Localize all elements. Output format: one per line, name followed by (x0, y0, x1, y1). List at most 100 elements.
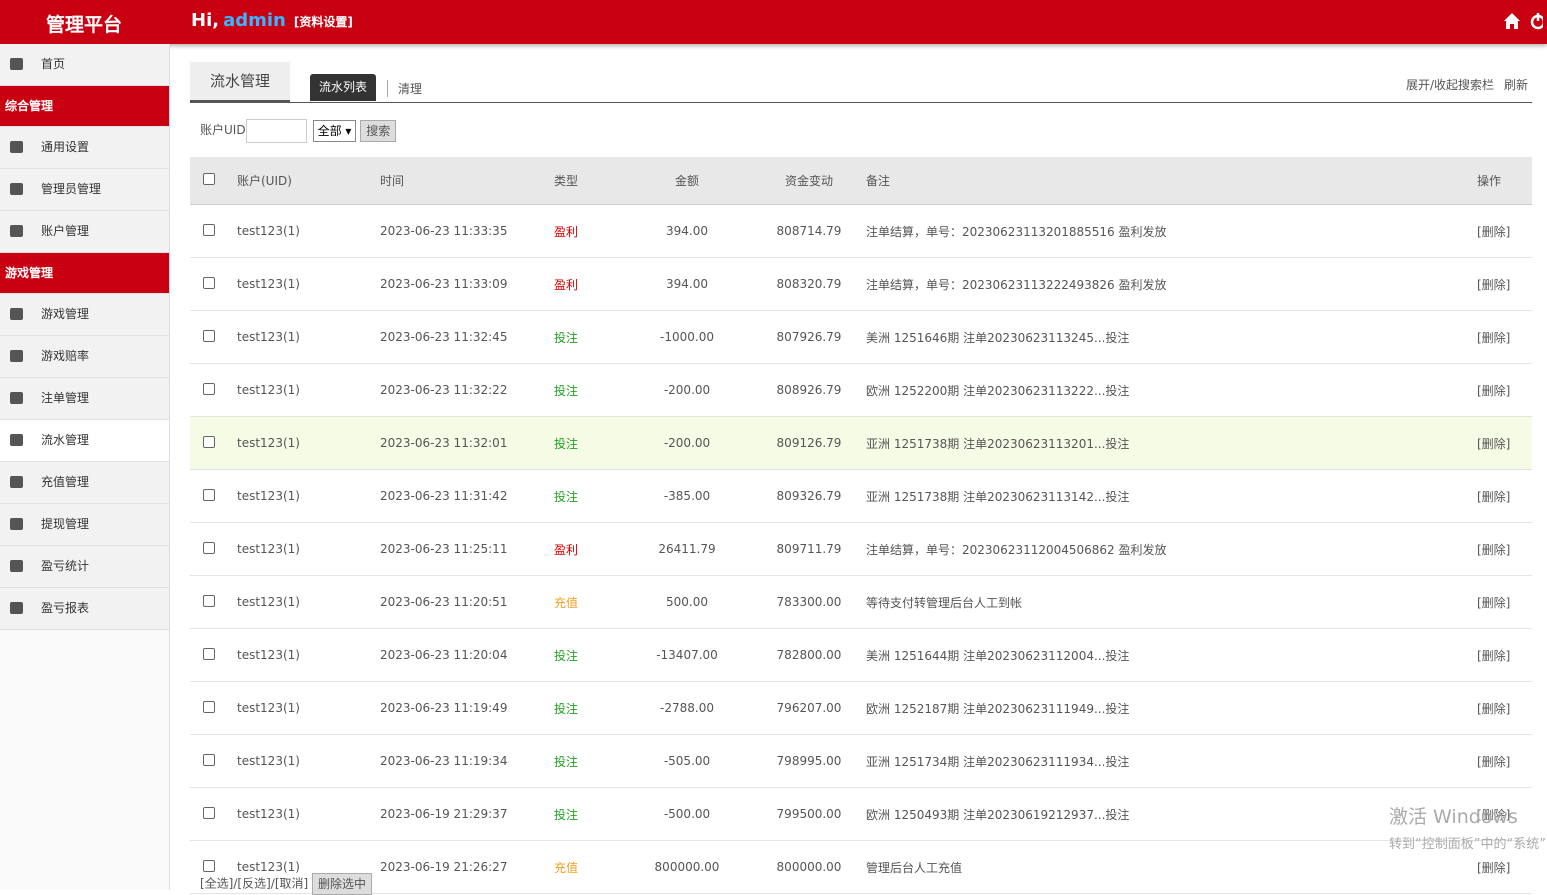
nav-item[interactable]: 充值管理 (0, 462, 169, 504)
cell-type: 充值 (511, 840, 612, 894)
cell-note: 注单结算，单号：20230623112004506862 盈利发放 (856, 522, 1467, 576)
cell-account: test123(1) (227, 363, 370, 417)
delete-selected[interactable]: 删除选中 (312, 873, 373, 895)
checkbox[interactable] (203, 329, 215, 342)
cell-action[interactable]: [删除] (1467, 204, 1532, 258)
ledger-table: 账户(UID) 时间 类型 金额 资金变动 备注 操作 test123(1) 2023-06-2… (190, 157, 1532, 894)
top-icons[interactable] (1503, 11, 1543, 31)
cell-action[interactable]: [删除] (1467, 257, 1532, 311)
cell-change: 799500.00 (753, 787, 856, 841)
checkbox[interactable] (203, 276, 215, 289)
select-links[interactable]: [全选]/[反选]/[取消] (200, 876, 309, 891)
search-button[interactable]: 搜索 (360, 119, 397, 142)
row-check (190, 416, 227, 470)
checkbox[interactable] (203, 700, 215, 713)
cell-action[interactable]: [删除] (1467, 522, 1532, 576)
sidebar: 首页 综合管理 通用设置 管理员管理 账户管理 游戏管理 游戏管理 游戏赔率 注单管理 流水管理充… (0, 44, 170, 890)
cell-account: test123(1) (227, 257, 370, 311)
nav-item[interactable]: 游戏管理 (0, 294, 169, 336)
cell-change: 783300.00 (753, 575, 856, 629)
nav-item[interactable]: 管理员管理 (0, 169, 169, 211)
cell-action[interactable]: [删除] (1467, 416, 1532, 470)
checkbox[interactable] (203, 806, 215, 819)
checkbox[interactable] (203, 173, 215, 185)
cell-action[interactable]: [删除] (1467, 840, 1532, 894)
tab-link[interactable]: 清理 (387, 80, 422, 97)
type-select[interactable]: 全部 ▾ (312, 119, 357, 142)
column-header: 备注 (856, 157, 1467, 205)
nav-item[interactable]: 通用设置 (0, 127, 169, 169)
uid-input[interactable] (245, 118, 307, 143)
cell-account: test123(1) (227, 734, 370, 788)
table-row: test123(1) 2023-06-23 11:20:51 充值 500.00 783… (190, 575, 1532, 629)
nav-item[interactable]: 注单管理 (0, 378, 169, 420)
column-header: 账户(UID) (227, 157, 370, 205)
checkbox[interactable] (203, 488, 215, 501)
row-check (190, 469, 227, 523)
profile-link[interactable]: [资料设置] (293, 15, 353, 29)
checkbox[interactable] (203, 223, 215, 236)
cell-account: test123(1) (227, 787, 370, 841)
cell-change: 808926.79 (753, 363, 856, 417)
cell-action[interactable]: [删除] (1467, 310, 1532, 364)
checkbox[interactable] (203, 594, 215, 607)
user-name[interactable]: admin (223, 10, 286, 31)
cell-action[interactable]: [删除] (1467, 363, 1532, 417)
nav-item[interactable]: 流水管理 (0, 420, 169, 462)
cell-account: test123(1) (227, 416, 370, 470)
checkbox[interactable] (203, 647, 215, 660)
cell-account: test123(1) (227, 628, 370, 682)
toggle-search[interactable]: 展开/收起搜索栏 (1405, 78, 1494, 92)
tab-active[interactable]: 流水列表 (310, 74, 377, 101)
cell-note: 亚洲 1251734期 注单20230623111934...投注 (856, 734, 1467, 788)
cell-type: 投注 (511, 416, 612, 470)
checkbox[interactable] (203, 382, 215, 395)
cell-amount: 500.00 (612, 575, 753, 629)
cell-action[interactable]: [删除] (1467, 787, 1532, 841)
column-header: 资金变动 (753, 157, 856, 205)
cell-note: 注单结算，单号：20230623113222493826 盈利发放 (856, 257, 1467, 311)
row-check (190, 257, 227, 311)
row-check (190, 310, 227, 364)
cell-action[interactable]: [删除] (1467, 628, 1532, 682)
watermark-title: 激活 Windows (1389, 806, 1518, 828)
nav-item[interactable]: 账户管理 (0, 211, 169, 253)
table-row: test123(1) 2023-06-23 11:19:49 投注 -2788.00 7… (190, 681, 1532, 735)
cell-change: 809126.79 (753, 416, 856, 470)
cell-action[interactable]: [删除] (1467, 734, 1532, 788)
cell-note: 管理后台人工充值 (856, 840, 1467, 894)
cell-note: 欧洲 1250493期 注单20230619212937...投注 (856, 787, 1467, 841)
cell-amount: -13407.00 (612, 628, 753, 682)
cell-type: 投注 (511, 787, 612, 841)
row-check (190, 681, 227, 735)
nav-item: 综合管理 (0, 86, 169, 127)
cell-action[interactable]: [删除] (1467, 681, 1532, 735)
checkbox[interactable] (203, 435, 215, 448)
header-check (190, 157, 227, 205)
table-body: test123(1) 2023-06-23 11:33:35 盈利 394.00 808… (190, 204, 1532, 894)
cell-account: test123(1) (227, 575, 370, 629)
cell-note: 亚洲 1251738期 注单20230623113201...投注 (856, 416, 1467, 470)
nav-item[interactable]: 盈亏报表 (0, 588, 169, 630)
nav-item[interactable]: 提现管理 (0, 504, 169, 546)
table-row: test123(1) 2023-06-23 11:25:11 盈利 26411.79 8… (190, 522, 1532, 576)
nav-item[interactable]: 盈亏统计 (0, 546, 169, 588)
cell-amount: 394.00 (612, 204, 753, 258)
checkbox[interactable] (203, 541, 215, 554)
cell-change: 798995.00 (753, 734, 856, 788)
cell-account: test123(1) (227, 681, 370, 735)
table-row: test123(1) 2023-06-23 11:33:35 盈利 394.00 808… (190, 204, 1532, 258)
table-row: test123(1) 2023-06-23 11:32:45 投注 -1000.00 8… (190, 310, 1532, 364)
cell-action[interactable]: [删除] (1467, 469, 1532, 523)
table-row: test123(1) 2023-06-23 11:33:09 盈利 394.00 808… (190, 257, 1532, 311)
cell-type: 盈利 (511, 257, 612, 311)
refresh[interactable]: 刷新 (1503, 78, 1528, 92)
row-check (190, 840, 227, 894)
cell-action[interactable]: [删除] (1467, 575, 1532, 629)
nav-item[interactable]: 游戏赔率 (0, 336, 169, 378)
nav-item[interactable]: 首页 (0, 44, 169, 86)
checkbox[interactable] (203, 753, 215, 766)
cell-time: 2023-06-23 11:33:35 (370, 204, 511, 258)
checkbox[interactable] (203, 859, 215, 872)
